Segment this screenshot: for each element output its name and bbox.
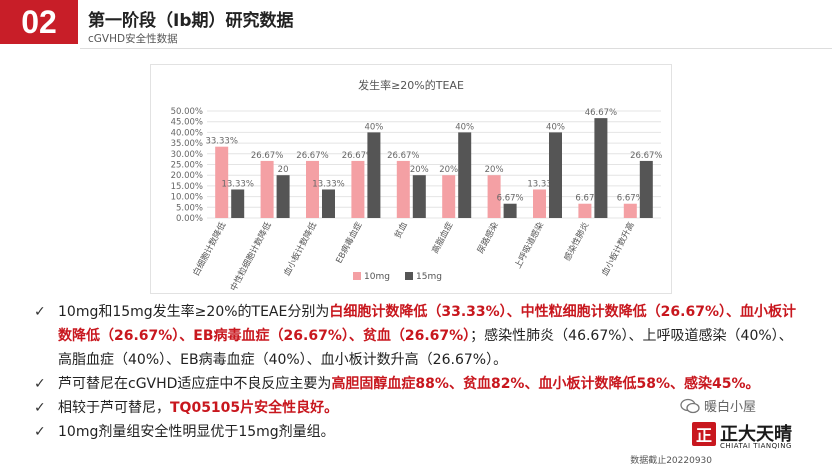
check-icon: ✓ bbox=[34, 304, 46, 320]
wechat-account: 暖白小屋 bbox=[680, 396, 756, 415]
bar-10mg bbox=[396, 160, 410, 218]
finding-item-3: ✓ 相较于芦可替尼，TQ05105片安全性良好。 bbox=[34, 396, 804, 420]
finding-2-text: 芦可替尼在cGVHD适应症中不良反应主要为 bbox=[58, 376, 332, 392]
data-label: 20% bbox=[410, 165, 429, 175]
y-tick-label: 45.00% bbox=[171, 118, 203, 128]
page-subtitle: cGVHD安全性数据 bbox=[88, 33, 178, 45]
chart-title: 发生率≥20%的TEAE bbox=[358, 78, 464, 92]
data-label: 26.67% bbox=[296, 151, 328, 161]
x-tick-label: 贫血 bbox=[392, 220, 410, 241]
data-label: 6.67 bbox=[575, 194, 594, 204]
bar-15mg bbox=[594, 118, 608, 218]
company-logo-icon: 正 bbox=[692, 422, 716, 446]
x-tick-label: 尿路感染 bbox=[475, 220, 501, 256]
page-title: 第一阶段（Ib期）研究数据 bbox=[88, 11, 294, 31]
bar-10mg bbox=[623, 203, 637, 218]
wechat-icon bbox=[680, 398, 700, 413]
y-tick-label: 15.00% bbox=[171, 182, 203, 192]
finding-3-text: 相较于芦可替尼， bbox=[58, 400, 170, 416]
legend-label: 15mg bbox=[416, 272, 442, 282]
bar-10mg bbox=[442, 175, 456, 218]
bar-15mg bbox=[503, 203, 517, 218]
data-label: 40% bbox=[546, 122, 565, 132]
finding-1-text-a: 10mg和15mg发生率≥20%的TEAE分别为 bbox=[58, 304, 330, 320]
teae-bar-chart: 发生率≥20%的TEAE 0.00%5.00%10.00%15.00%20.00%… bbox=[171, 78, 663, 293]
finding-3-highlight: TQ05105片安全性良好。 bbox=[170, 400, 339, 416]
legend-label: 10mg bbox=[364, 272, 390, 282]
bar-10mg bbox=[578, 203, 592, 218]
y-tick-label: 20.00% bbox=[171, 171, 203, 181]
y-tick-label: 35.00% bbox=[171, 139, 203, 149]
bar-15mg bbox=[367, 132, 381, 218]
bar-15mg bbox=[231, 189, 245, 218]
x-tick-label: 白细胞计数降低 bbox=[191, 220, 229, 278]
bar-10mg bbox=[215, 146, 229, 218]
data-label: 40% bbox=[455, 122, 474, 132]
bar-15mg bbox=[458, 132, 472, 218]
chart-container: 发生率≥20%的TEAE 0.00% 5.00% 10.00% 15.00% 20.00%… bbox=[150, 64, 672, 294]
data-label: 26.67% bbox=[630, 151, 662, 161]
finding-item-2: ✓ 芦可替尼在cGVHD适应症中不良反应主要为高胆固醇血症88%、贫血82%、血… bbox=[34, 372, 804, 396]
data-label: 46.67% bbox=[585, 108, 617, 118]
check-icon: ✓ bbox=[34, 376, 46, 392]
company-name: 正大天晴 bbox=[720, 424, 792, 445]
legend-swatch bbox=[353, 272, 361, 280]
check-icon: ✓ bbox=[34, 400, 46, 416]
y-tick-label: 10.00% bbox=[171, 193, 203, 203]
finding-item-1: ✓ 10mg和15mg发生率≥20%的TEAE分别为白细胞计数降低（33.33%… bbox=[34, 300, 804, 372]
section-badge: 02 bbox=[0, 0, 78, 44]
y-tick-label: 5.00% bbox=[176, 203, 203, 213]
x-tick-label: 高脂血症 bbox=[430, 220, 456, 256]
finding-1-highlight: 白细胞计数降低（33.33%）、中性粒细胞计数降低（26.67%）、血小板计数降… bbox=[58, 304, 796, 344]
y-tick-label: 30.00% bbox=[171, 150, 203, 160]
y-tick-label: 40.00% bbox=[171, 128, 203, 138]
bar-15mg bbox=[322, 189, 335, 218]
bar-15mg bbox=[639, 160, 653, 218]
bar-10mg bbox=[260, 160, 274, 218]
data-label: 40% bbox=[364, 122, 383, 132]
legend-swatch bbox=[405, 272, 413, 280]
data-label: 6.67% bbox=[617, 194, 644, 204]
findings-list: ✓ 10mg和15mg发生率≥20%的TEAE分别为白细胞计数降低（33.33%… bbox=[34, 300, 804, 444]
x-tick-label: 血小板计数升高 bbox=[599, 220, 637, 278]
data-label: 26.67% bbox=[251, 151, 283, 161]
finding-2-highlight: 高胆固醇血症88%、贫血82%、血小板计数降低58%、感染45%。 bbox=[331, 376, 760, 392]
check-icon: ✓ bbox=[34, 424, 46, 440]
wechat-account-name: 暖白小屋 bbox=[704, 400, 757, 415]
brand-area: 暖白小屋 正 正大天晴 CHIATAI TIANQING bbox=[672, 392, 822, 462]
company-name-en: CHIATAI TIANQING bbox=[720, 442, 792, 450]
finding-item-4: ✓ 10mg剂量组安全性明显优于15mg剂量组。 bbox=[34, 420, 804, 444]
data-cutoff-note: 数据截止20220930 bbox=[630, 456, 712, 466]
bar-10mg bbox=[487, 175, 501, 218]
data-label: 6.67% bbox=[497, 194, 524, 204]
x-tick-label: 感染性肺炎 bbox=[562, 220, 592, 263]
data-label: 26.67% bbox=[387, 151, 419, 161]
data-label: 13.33% bbox=[312, 179, 344, 189]
bar-15mg bbox=[549, 132, 562, 218]
bar-15mg bbox=[412, 175, 426, 218]
x-tick-label: 上呼吸道感染 bbox=[512, 220, 546, 271]
x-tick-label: EB病毒血症 bbox=[334, 220, 365, 266]
y-tick-label: 25.00% bbox=[171, 161, 203, 171]
x-tick-label: 中性粒细胞计数降低 bbox=[228, 220, 274, 293]
data-label: 13.33% bbox=[221, 179, 253, 189]
bar-10mg bbox=[351, 160, 365, 218]
header-divider bbox=[80, 48, 832, 49]
y-tick-label: 0.00% bbox=[176, 214, 203, 224]
data-label: 33.33% bbox=[205, 137, 237, 147]
bar-10mg bbox=[533, 189, 546, 218]
x-tick-label: 血小板计数降低 bbox=[281, 220, 319, 278]
data-label: 13.33 bbox=[527, 179, 551, 189]
data-label: 20 bbox=[278, 165, 289, 175]
bar-10mg bbox=[306, 160, 319, 218]
data-label: 26.67% bbox=[342, 151, 374, 161]
finding-4-text: 10mg剂量组安全性明显优于15mg剂量组。 bbox=[58, 424, 335, 440]
data-label: 20% bbox=[485, 165, 504, 175]
finding-1-text-b: ；感染性肺炎（46.67%）、上呼吸道感染（40%）、高脂血症（40%）、EB病… bbox=[58, 328, 793, 368]
bar-15mg bbox=[276, 175, 290, 218]
y-tick-label: 50.00% bbox=[171, 107, 203, 117]
data-label: 20% bbox=[439, 165, 458, 175]
